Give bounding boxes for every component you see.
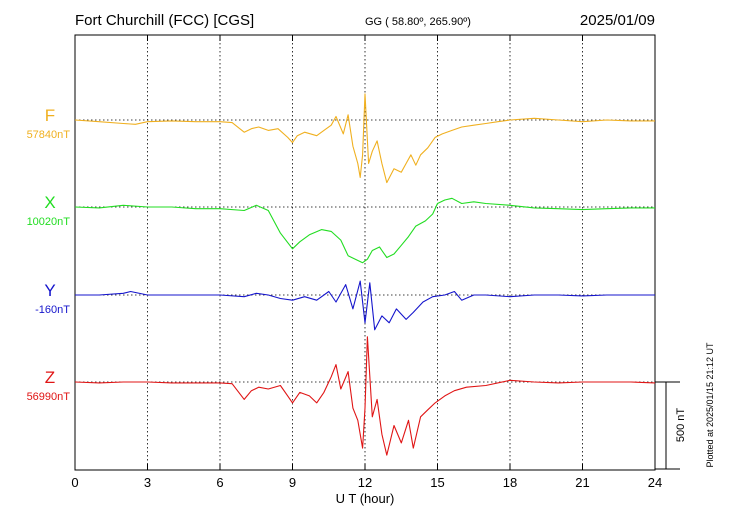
scale-bar: 500 nT	[655, 381, 687, 470]
x-tick-label: 6	[216, 475, 223, 490]
series-line-y	[75, 280, 655, 331]
x-tick-label: 24	[648, 475, 662, 490]
series-layer	[74, 93, 656, 456]
series-labels: F 57840nT X 10020nT Y -160nT Z 56990nT	[27, 106, 71, 403]
plotted-timestamp: Plotted at 2025/01/15 21:12 UT	[705, 342, 715, 468]
series-baseline-z: 56990nT	[27, 391, 71, 403]
scale-bar-label: 500 nT	[675, 408, 687, 443]
series-baseline-y: -160nT	[35, 304, 70, 316]
series-name-z: Z	[45, 368, 55, 387]
date-label: 2025/01/09	[580, 12, 655, 29]
station-title: Fort Churchill (FCC) [CGS]	[75, 12, 254, 29]
series-line-x	[74, 197, 655, 264]
series-baseline-f: 57840nT	[27, 129, 71, 141]
series-baseline-x: 10020nT	[27, 216, 71, 228]
series-line-z	[74, 336, 656, 456]
x-axis-ticks: 0 3 6 9 12 15 18 21 24	[71, 35, 662, 490]
series-name-f: F	[45, 106, 55, 125]
series-name-x: X	[44, 193, 55, 212]
x-tick-label: 0	[71, 475, 78, 490]
x-tick-label: 15	[430, 475, 444, 490]
x-tick-label: 9	[289, 475, 296, 490]
x-tick-label: 21	[575, 475, 589, 490]
series-line-f	[74, 93, 655, 184]
coordinates-label: GG ( 58.80º, 265.90º)	[365, 16, 471, 28]
x-tick-label: 3	[144, 475, 151, 490]
series-name-y: Y	[44, 281, 55, 300]
x-tick-label: 12	[358, 475, 372, 490]
x-tick-label: 18	[503, 475, 517, 490]
x-axis-title: U T (hour)	[336, 491, 395, 506]
